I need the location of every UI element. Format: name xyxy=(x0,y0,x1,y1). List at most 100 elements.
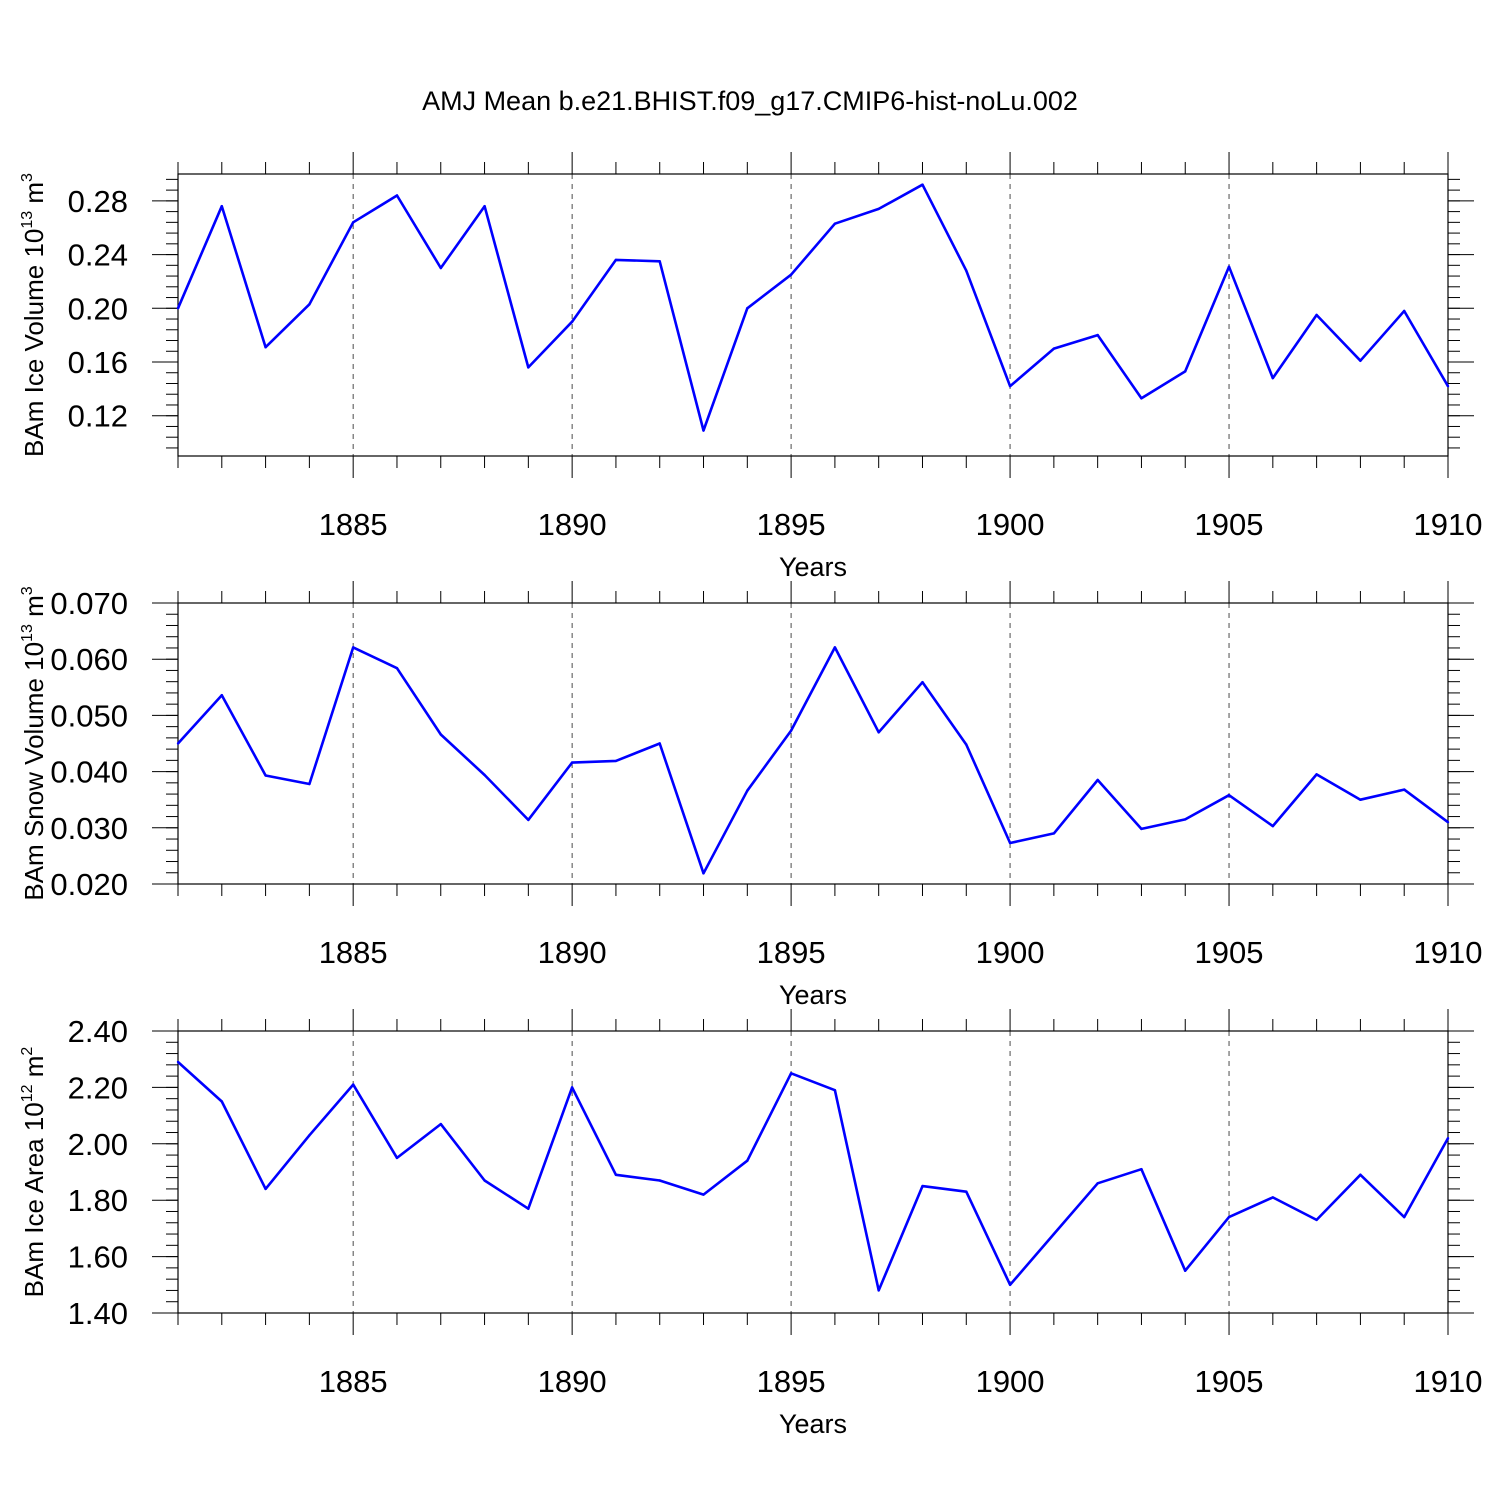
x-tick-label: 1910 xyxy=(1414,1364,1483,1399)
data-point xyxy=(395,1156,399,1160)
data-point xyxy=(527,818,530,822)
data-point xyxy=(308,1134,311,1137)
data-point xyxy=(352,1083,355,1086)
data-point xyxy=(702,429,705,432)
y-tick-label: 0.20 xyxy=(68,291,128,326)
data-point xyxy=(746,1159,749,1162)
y-tick-label: 1.40 xyxy=(68,1296,128,1331)
data-point xyxy=(1403,309,1406,313)
y-tick-label: 0.12 xyxy=(68,399,128,434)
series-line xyxy=(177,646,1449,875)
data-point xyxy=(921,681,924,684)
x-tick-label: 1910 xyxy=(1414,507,1483,542)
series-line xyxy=(176,183,1450,432)
data-point xyxy=(833,1089,837,1092)
x-axis-label: Years xyxy=(779,1409,847,1439)
y-tick-label: 0.030 xyxy=(50,811,128,846)
x-tick-label: 1890 xyxy=(538,1364,607,1399)
data-point xyxy=(1008,841,1012,845)
x-tick-label: 1900 xyxy=(976,1364,1045,1399)
data-point xyxy=(483,773,486,777)
data-point xyxy=(1403,788,1406,791)
data-point xyxy=(1227,1215,1231,1219)
data-point xyxy=(483,1179,486,1182)
data-point xyxy=(395,194,399,197)
x-tick-label: 1895 xyxy=(757,935,826,970)
data-point xyxy=(1008,385,1012,388)
data-point xyxy=(1052,347,1056,350)
data-point xyxy=(614,1173,618,1177)
x-tick-label: 1890 xyxy=(538,507,607,542)
y-tick-label: 1.60 xyxy=(68,1240,128,1275)
data-point xyxy=(1271,1196,1275,1199)
y-tick-label: 2.40 xyxy=(68,1014,128,1049)
data-point xyxy=(1096,333,1099,337)
y-tick-label: 0.16 xyxy=(68,345,128,380)
x-tick-label: 1900 xyxy=(976,507,1045,542)
x-tick-label: 1885 xyxy=(319,935,388,970)
data-point xyxy=(702,872,705,875)
y-tick-label: 0.060 xyxy=(50,642,128,677)
series-line xyxy=(177,1061,1450,1292)
data-point xyxy=(702,1193,705,1196)
data-point xyxy=(570,1086,574,1089)
data-point xyxy=(1052,832,1056,835)
data-point xyxy=(220,1100,223,1103)
data-point xyxy=(746,307,749,310)
data-point xyxy=(614,759,618,763)
data-point xyxy=(439,1122,442,1126)
data-point xyxy=(658,260,661,263)
x-tick-label: 1895 xyxy=(757,1364,826,1399)
data-point xyxy=(1184,370,1187,373)
x-tick-label: 1905 xyxy=(1195,1364,1264,1399)
data-point xyxy=(833,222,837,225)
data-point xyxy=(570,320,574,323)
x-axis-label: Years xyxy=(779,980,847,1010)
data-point xyxy=(527,1207,530,1210)
data-point xyxy=(921,183,924,186)
data-point xyxy=(439,266,442,270)
y-tick-label: 0.070 xyxy=(50,586,128,621)
data-point xyxy=(1140,827,1143,831)
y-tick-label: 0.050 xyxy=(50,698,128,733)
data-point xyxy=(1359,798,1362,801)
data-point xyxy=(1140,1168,1143,1171)
data-point xyxy=(395,667,399,670)
data-point xyxy=(965,743,968,746)
data-point xyxy=(1096,1182,1099,1185)
data-point xyxy=(1359,1173,1362,1177)
data-point xyxy=(1315,773,1318,776)
chart-panel-2: 0.020 0.030 0.040 0.050 0.060 0.070 1885 1890 18… xyxy=(19,581,1482,1010)
data-point xyxy=(833,646,837,649)
data-point xyxy=(1359,359,1362,362)
data-point xyxy=(308,303,311,306)
x-tick-label: 1895 xyxy=(757,507,826,542)
data-point xyxy=(1052,1232,1056,1236)
y-tick-label: 1.80 xyxy=(68,1183,128,1218)
y-tick-label: 0.28 xyxy=(68,184,128,219)
data-point xyxy=(1315,313,1318,317)
data-point xyxy=(352,221,355,224)
y-tick-label: 2.00 xyxy=(68,1127,128,1162)
data-point xyxy=(1008,1283,1012,1287)
data-point xyxy=(1096,778,1099,782)
x-tick-label: 1905 xyxy=(1195,935,1264,970)
plot-frame xyxy=(177,1030,1449,1314)
plot-frame xyxy=(177,602,1449,885)
data-point xyxy=(789,729,793,732)
x-axis-label: Years xyxy=(779,552,847,582)
x-tick-label: 1910 xyxy=(1414,935,1483,970)
data-point xyxy=(965,269,968,272)
chart-title: AMJ Mean b.e21.BHIST.f09_g17.CMIP6-hist-… xyxy=(422,86,1078,116)
x-tick-label: 1885 xyxy=(319,507,388,542)
data-point xyxy=(220,694,223,697)
y-tick-label: 0.24 xyxy=(68,238,128,273)
data-point xyxy=(921,1184,924,1188)
y-tick-label: 0.020 xyxy=(50,867,128,902)
chart-panel-3: 1.40 1.60 1.80 2.00 2.20 2.40 1885 1890 1895 1900… xyxy=(19,1009,1482,1439)
x-tick-label: 1905 xyxy=(1195,507,1264,542)
data-point xyxy=(1446,821,1450,824)
data-point xyxy=(877,207,880,211)
